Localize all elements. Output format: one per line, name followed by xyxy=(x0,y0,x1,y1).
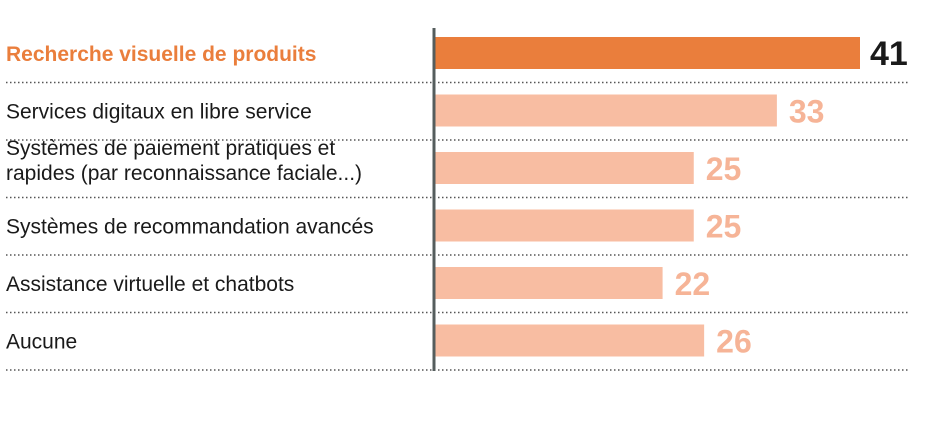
value-label: 33 xyxy=(789,94,825,130)
bar xyxy=(434,324,705,357)
value-label: 22 xyxy=(675,266,711,302)
category-label: Systèmes de paiement pratiques et rapides… xyxy=(6,137,362,185)
category-label: Services digitaux en libre service xyxy=(6,101,312,124)
value-label: 25 xyxy=(706,209,742,245)
category-labels: Recherche visuelle de produits Services d… xyxy=(6,43,374,354)
row-separators xyxy=(6,81,910,371)
category-label: Aucune xyxy=(6,331,77,354)
value-label: 41 xyxy=(870,35,908,73)
value-label: 26 xyxy=(716,324,752,360)
category-label: Assistance virtuelle et chatbots xyxy=(6,273,294,296)
value-label: 25 xyxy=(706,151,742,187)
bar xyxy=(434,267,663,299)
category-label: Systèmes de recommandation avancés xyxy=(6,216,374,239)
bar xyxy=(434,94,777,127)
bar xyxy=(434,209,694,242)
bars xyxy=(434,37,860,357)
bar xyxy=(434,37,860,69)
bar xyxy=(434,152,694,184)
category-label: Recherche visuelle de produits xyxy=(6,43,316,66)
